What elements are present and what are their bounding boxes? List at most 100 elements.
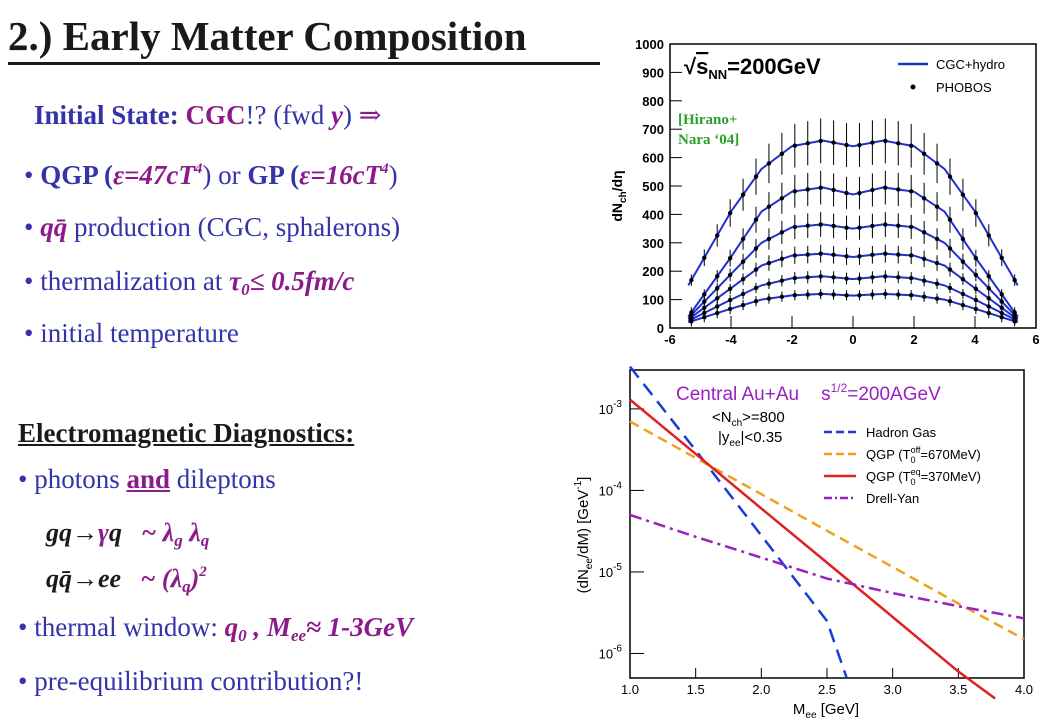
photons-text: photons: [34, 464, 127, 494]
mee-symbol: , M: [246, 612, 291, 642]
phobos-point: [921, 230, 927, 235]
nch-label: <Nch>=800: [712, 409, 785, 429]
phobos-point: [740, 236, 746, 242]
phobos-point: [779, 230, 785, 235]
phobos-point: [870, 140, 875, 145]
phobos-point: [857, 276, 862, 281]
phobos-point: [792, 275, 798, 281]
mee-subscript: ee: [290, 626, 307, 645]
qgp-power: 4: [194, 161, 203, 177]
phobos-point: [973, 210, 979, 216]
phobos-point: [831, 140, 836, 145]
gp-energy: =16cT: [310, 160, 382, 190]
phobos-point: [908, 224, 914, 230]
phobos-point: [753, 285, 759, 291]
phobos-point: [896, 223, 901, 228]
bullet-thermalization: • thermalization at τ0≤ 0.5fm/c: [24, 266, 354, 300]
phobos-point: [753, 246, 759, 251]
phobos-point: [908, 275, 914, 281]
phobos-point: [792, 253, 798, 258]
bullet-qq-production: • qq̄ production (CGC, sphalerons): [24, 212, 400, 243]
phobos-point: [986, 304, 991, 309]
phobos-point: [715, 233, 720, 238]
x-tick-label: 4.0: [1015, 682, 1033, 697]
phobos-point: [702, 255, 707, 260]
legend-label: Drell-Yan: [866, 491, 919, 506]
cgc-hydro-curve: [687, 292, 1019, 324]
tau-symbol: τ: [229, 266, 242, 296]
phobos-point: [831, 252, 836, 258]
phobos-point: [947, 217, 953, 222]
phobos-point: [727, 255, 733, 261]
phobos-point: [999, 305, 1004, 310]
bullet-dot: •: [18, 666, 35, 696]
and-text: and: [126, 464, 171, 494]
phobos-point: [1012, 277, 1017, 283]
phobos-point: [947, 285, 953, 291]
phobos-point: [908, 189, 914, 194]
phobos-point: [870, 187, 875, 193]
dilepton-xlabel: Mee [GeV]: [793, 701, 859, 720]
phobos-point: [999, 315, 1004, 320]
citation-line-1: [Hirano+: [678, 112, 737, 128]
phobos-point: [844, 225, 849, 230]
epsilon-2: ε: [299, 160, 311, 190]
equation-qq-ee: qq̄→ee ~ (λq)2: [46, 564, 207, 597]
phobos-point: [908, 143, 914, 148]
phobos-point: [857, 225, 862, 230]
eq1-sim: ~: [121, 518, 163, 547]
legend-label-phobos: PHOBOS: [936, 80, 992, 95]
phobos-point: [792, 189, 798, 194]
y-tick-label: 200: [642, 264, 664, 279]
legend-label: Hadron Gas: [866, 425, 937, 440]
phobos-point: [973, 306, 979, 312]
phobos-point: [818, 222, 823, 227]
thermalization-text: thermalization at: [40, 266, 230, 296]
phobos-point: [805, 141, 810, 146]
y-tick-label: 10-5: [599, 562, 623, 580]
bullet-thermal-window: • thermal window: q0 , Mee≈ 1-3GeV: [18, 612, 413, 646]
phobos-point: [715, 286, 720, 291]
phobos-point: [844, 190, 849, 196]
qgp-label: QGP (: [40, 160, 113, 190]
legend-marker-phobos: [910, 84, 916, 90]
y-tick-label: 500: [642, 179, 664, 194]
y-tick-label: 1000: [635, 37, 664, 52]
x-tick-label: 2.0: [752, 682, 770, 697]
phobos-point: [715, 304, 720, 309]
phobos-point: [857, 254, 862, 259]
phobos-point: [831, 187, 836, 193]
eq1-lhs: gq→: [46, 518, 98, 547]
equation-gq-gamma: gq→γq ~ λg λq: [46, 518, 209, 551]
phobos-point: [921, 256, 927, 262]
y-tick-label: 300: [642, 236, 664, 251]
thermal-window-text: thermal window:: [34, 612, 225, 642]
phobos-point: [805, 275, 810, 280]
y-tick-label: 400: [642, 207, 664, 222]
phobos-point: [727, 297, 733, 303]
bullet-qgp-gp: • QGP (ε=47cT4) or GP (ε=16cT4): [24, 160, 398, 191]
phobos-point: [753, 267, 759, 272]
phobos-point: [986, 286, 991, 291]
y-tick-label: 700: [642, 122, 664, 137]
bullet-dot: •: [24, 160, 41, 190]
y-tick-label: 0: [657, 321, 664, 336]
phobos-point: [753, 174, 759, 179]
phobos-point: [844, 276, 849, 281]
phobos-point: [715, 310, 720, 316]
y-text: y: [330, 100, 343, 130]
phobos-point: [792, 293, 798, 298]
phobos-point: [818, 274, 823, 279]
phobos-point: [702, 292, 707, 297]
phobos-point: [896, 141, 901, 146]
y-tick-label: 600: [642, 151, 664, 166]
x-tick-label: 2.5: [818, 682, 836, 697]
phobos-point: [740, 192, 746, 197]
bullet-dot: •: [18, 464, 35, 494]
rapidity-plot: 0 100 200 300 400 500 600 700 800 900 1000 -6 -4 -2 0 2…: [600, 36, 1040, 358]
phobos-point: [947, 174, 953, 179]
phobos-point: [960, 277, 966, 282]
phobos-point: [999, 299, 1004, 304]
phobos-point: [896, 252, 901, 257]
phobos-point: [702, 299, 707, 304]
